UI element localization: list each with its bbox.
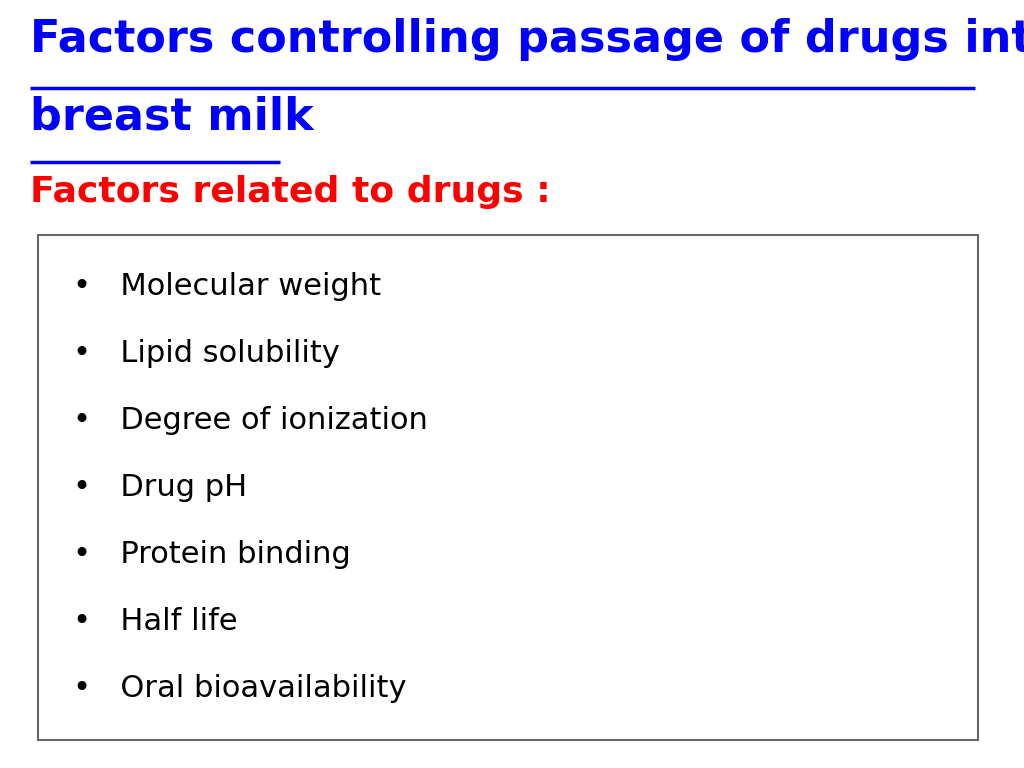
Text: Factors related to drugs :: Factors related to drugs : (30, 175, 551, 209)
Text: •   Degree of ionization: • Degree of ionization (73, 406, 428, 435)
Text: •   Half life: • Half life (73, 607, 238, 636)
Text: Factors controlling passage of drugs into: Factors controlling passage of drugs int… (30, 18, 1024, 61)
Text: •   Drug pH: • Drug pH (73, 473, 247, 502)
Text: •   Lipid solubility: • Lipid solubility (73, 339, 340, 368)
Bar (38, 235, 978, 740)
Text: •   Molecular weight: • Molecular weight (73, 272, 381, 301)
Text: •   Oral bioavailability: • Oral bioavailability (73, 674, 407, 703)
Text: •   Protein binding: • Protein binding (73, 540, 351, 569)
Text: breast milk: breast milk (30, 95, 313, 138)
